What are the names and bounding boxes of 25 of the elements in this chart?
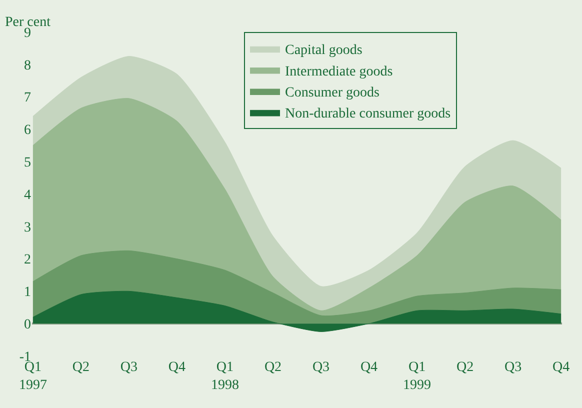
y-tick-label: 9 (24, 26, 31, 41)
legend-label: Non-durable consumer goods (285, 106, 451, 122)
y-tick-label: 5 (24, 156, 31, 170)
y-tick-label: 8 (24, 58, 31, 74)
x-tick-label: Q2 (456, 360, 474, 375)
x-tick-label: Q1 1998 (210, 360, 239, 394)
x-tick-label: Q4 (360, 360, 378, 375)
x-tick-label: Q2 (72, 360, 90, 375)
legend-label: Capital goods (285, 43, 362, 58)
x-tick-label: Q3 (312, 360, 330, 375)
y-tick-label: 3 (24, 220, 31, 236)
x-tick-label: Q3 (120, 360, 138, 375)
x-tick-label: Q3 (504, 360, 522, 375)
y-tick-label: 6 (24, 123, 31, 138)
x-tick-label: Q2 (264, 360, 282, 375)
x-tick-label: Q1 1999 (403, 360, 432, 394)
legend-label: Consumer goods (285, 85, 380, 100)
y-tick-label: 2 (24, 252, 31, 268)
y-tick-label: 4 (24, 188, 31, 203)
y-tick-label: 1 (24, 285, 31, 300)
x-tick-label: Q4 (168, 360, 186, 375)
x-tick-label: Q4 (552, 360, 570, 375)
y-tick-label: 7 (24, 90, 31, 106)
y-tick-label: 0 (24, 318, 31, 332)
legend-label: Intermediate goods (285, 64, 393, 80)
